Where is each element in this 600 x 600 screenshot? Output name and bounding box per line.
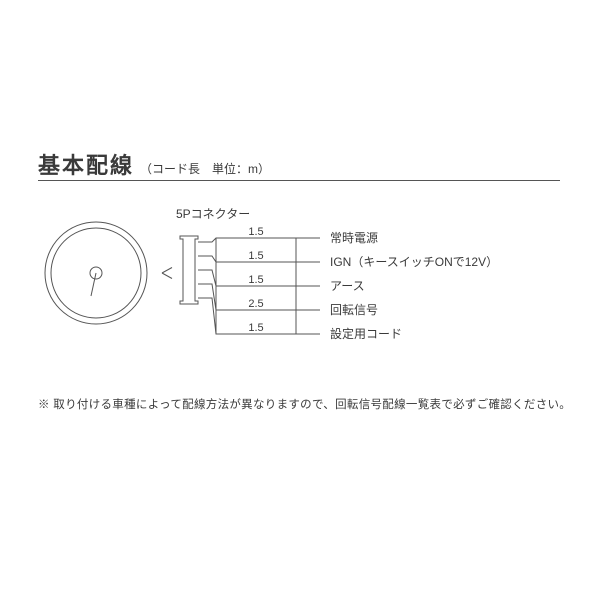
title-sub: （コード長 単位：m） <box>140 160 270 177</box>
svg-text:5Pコネクター: 5Pコネクター <box>176 207 250 221</box>
svg-text:1.5: 1.5 <box>248 226 263 238</box>
svg-text:常時電源: 常時電源 <box>330 231 378 245</box>
svg-text:回転信号: 回転信号 <box>330 303 378 317</box>
title-main: 基本配線 <box>38 148 134 180</box>
wiring-diagram: 5Pコネクター 1.5 常時電源 1.5 IGN（キースイッチONで12V） 1.5 アース… <box>38 198 560 378</box>
svg-text:アース: アース <box>330 279 365 293</box>
svg-text:1.5: 1.5 <box>248 250 263 262</box>
svg-text:IGN（キースイッチONで12V）: IGN（キースイッチONで12V） <box>330 255 498 269</box>
svg-text:1.5: 1.5 <box>248 322 263 334</box>
svg-text:2.5: 2.5 <box>248 298 263 310</box>
footnote: ※ 取り付ける車種によって配線方法が異なりますので、回転信号配線一覧表で必ずご確… <box>38 396 571 412</box>
title-rule <box>38 180 560 181</box>
title-row: 基本配線 （コード長 単位：m） <box>38 148 270 180</box>
svg-text:設定用コード: 設定用コード <box>330 326 402 341</box>
svg-text:1.5: 1.5 <box>248 274 263 286</box>
